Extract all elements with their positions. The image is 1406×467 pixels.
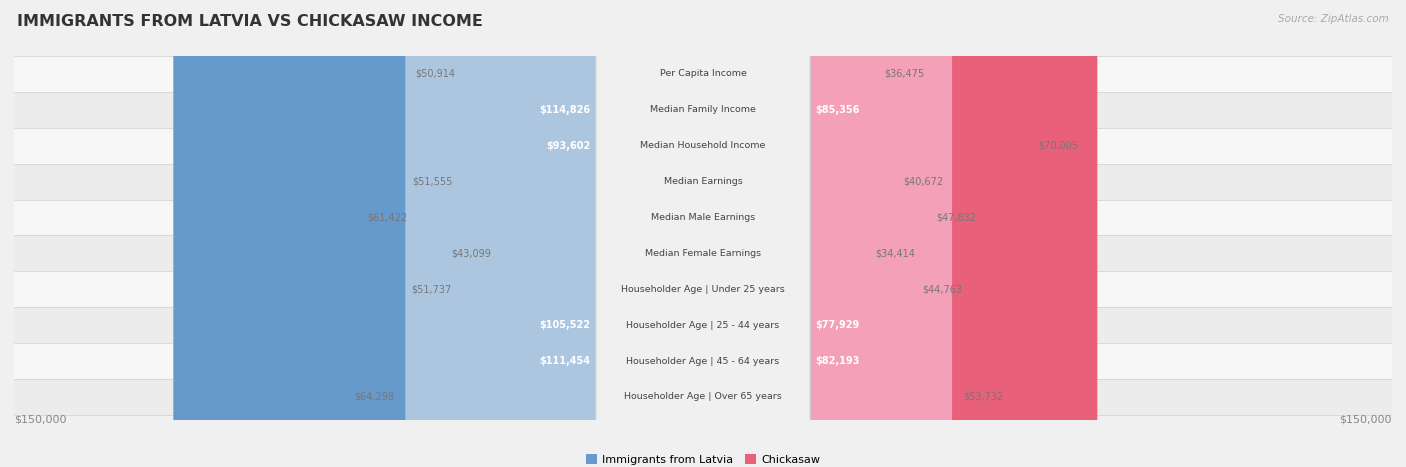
Bar xyxy=(14,307,1392,343)
Text: Householder Age | 45 - 64 years: Householder Age | 45 - 64 years xyxy=(627,357,779,366)
Text: Median Male Earnings: Median Male Earnings xyxy=(651,213,755,222)
FancyBboxPatch shape xyxy=(700,0,891,467)
Bar xyxy=(14,92,1392,128)
FancyBboxPatch shape xyxy=(596,0,810,467)
Text: Source: ZipAtlas.com: Source: ZipAtlas.com xyxy=(1278,14,1389,24)
Text: $150,000: $150,000 xyxy=(1340,415,1392,425)
FancyBboxPatch shape xyxy=(596,0,810,467)
FancyBboxPatch shape xyxy=(596,0,810,467)
Text: $34,414: $34,414 xyxy=(875,248,915,258)
Bar xyxy=(14,128,1392,164)
FancyBboxPatch shape xyxy=(217,0,706,467)
FancyBboxPatch shape xyxy=(503,0,706,467)
Text: Householder Age | Under 25 years: Householder Age | Under 25 years xyxy=(621,285,785,294)
FancyBboxPatch shape xyxy=(173,0,706,467)
FancyBboxPatch shape xyxy=(700,0,1083,467)
Text: Per Capita Income: Per Capita Income xyxy=(659,70,747,78)
Text: Householder Age | 25 - 44 years: Householder Age | 25 - 44 years xyxy=(627,321,779,330)
Text: $82,193: $82,193 xyxy=(815,356,860,366)
FancyBboxPatch shape xyxy=(419,0,706,467)
Bar xyxy=(14,56,1392,92)
Bar xyxy=(14,199,1392,235)
Text: $77,929: $77,929 xyxy=(815,320,860,330)
FancyBboxPatch shape xyxy=(188,0,706,467)
Text: $150,000: $150,000 xyxy=(14,415,66,425)
Text: $70,005: $70,005 xyxy=(1038,141,1078,151)
Bar xyxy=(14,343,1392,379)
Bar xyxy=(14,235,1392,271)
Text: $51,555: $51,555 xyxy=(412,177,453,187)
FancyBboxPatch shape xyxy=(700,0,1063,467)
Text: $51,737: $51,737 xyxy=(412,284,451,294)
Text: $93,602: $93,602 xyxy=(546,141,591,151)
FancyBboxPatch shape xyxy=(596,0,810,467)
FancyBboxPatch shape xyxy=(596,0,810,467)
Legend: Immigrants from Latvia, Chickasaw: Immigrants from Latvia, Chickasaw xyxy=(581,450,825,467)
FancyBboxPatch shape xyxy=(700,0,952,467)
Text: IMMIGRANTS FROM LATVIA VS CHICKASAW INCOME: IMMIGRANTS FROM LATVIA VS CHICKASAW INCO… xyxy=(17,14,482,29)
Bar xyxy=(14,271,1392,307)
Text: Median Household Income: Median Household Income xyxy=(640,141,766,150)
FancyBboxPatch shape xyxy=(700,0,925,467)
FancyBboxPatch shape xyxy=(596,0,810,467)
Text: $36,475: $36,475 xyxy=(884,69,924,79)
FancyBboxPatch shape xyxy=(271,0,706,467)
Bar xyxy=(14,379,1392,415)
FancyBboxPatch shape xyxy=(596,0,810,467)
Text: $64,298: $64,298 xyxy=(354,392,394,402)
Text: $105,522: $105,522 xyxy=(540,320,591,330)
Text: Householder Age | Over 65 years: Householder Age | Over 65 years xyxy=(624,392,782,402)
FancyBboxPatch shape xyxy=(464,0,706,467)
FancyBboxPatch shape xyxy=(700,0,863,467)
Bar xyxy=(14,164,1392,199)
FancyBboxPatch shape xyxy=(596,0,810,467)
Text: $114,826: $114,826 xyxy=(540,105,591,115)
Text: $53,732: $53,732 xyxy=(963,392,1004,402)
Text: $111,454: $111,454 xyxy=(540,356,591,366)
FancyBboxPatch shape xyxy=(463,0,706,467)
FancyBboxPatch shape xyxy=(700,0,1097,467)
Text: $50,914: $50,914 xyxy=(415,69,456,79)
Text: Median Family Income: Median Family Income xyxy=(650,106,756,114)
Text: Median Earnings: Median Earnings xyxy=(664,177,742,186)
FancyBboxPatch shape xyxy=(700,0,1026,467)
FancyBboxPatch shape xyxy=(596,0,810,467)
Text: $43,099: $43,099 xyxy=(451,248,491,258)
FancyBboxPatch shape xyxy=(700,0,873,467)
Text: $61,422: $61,422 xyxy=(367,212,408,223)
FancyBboxPatch shape xyxy=(405,0,706,467)
Text: $40,672: $40,672 xyxy=(904,177,943,187)
Text: $85,356: $85,356 xyxy=(815,105,860,115)
FancyBboxPatch shape xyxy=(700,0,911,467)
Text: Median Female Earnings: Median Female Earnings xyxy=(645,249,761,258)
FancyBboxPatch shape xyxy=(596,0,810,467)
Text: $44,763: $44,763 xyxy=(922,284,962,294)
Text: $47,832: $47,832 xyxy=(936,212,977,223)
FancyBboxPatch shape xyxy=(467,0,706,467)
